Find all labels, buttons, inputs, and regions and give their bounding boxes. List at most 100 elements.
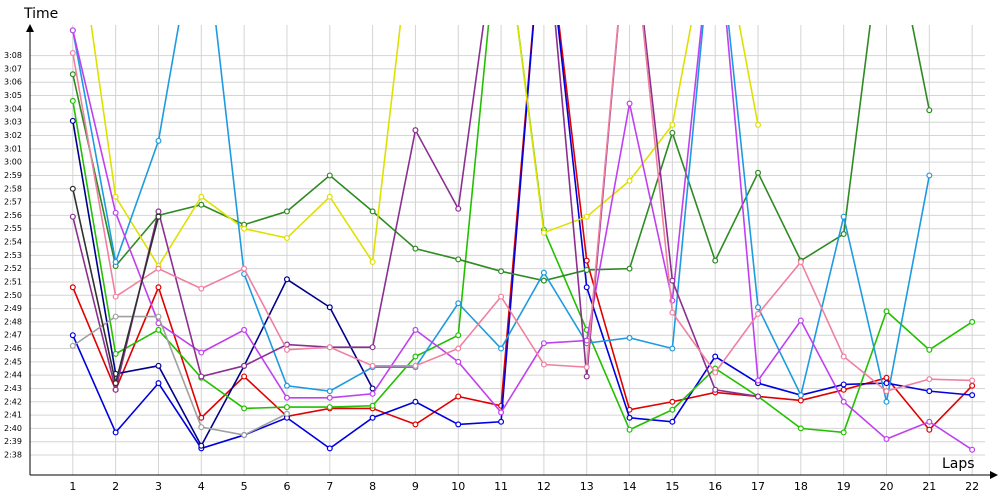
x-tick-label: 21 — [922, 480, 936, 493]
data-point — [883, 374, 890, 381]
y-tick-label: 2:40 — [4, 424, 22, 433]
data-point — [112, 350, 119, 357]
y-tick-label: 2:56 — [4, 211, 22, 220]
data-point — [755, 121, 762, 128]
data-point — [69, 332, 76, 339]
data-point — [926, 376, 933, 383]
y-tick-label: 2:41 — [4, 411, 22, 420]
data-point — [326, 394, 333, 401]
x-tick-label: 14 — [623, 480, 637, 493]
data-point — [626, 177, 633, 184]
y-tick-label: 3:02 — [4, 131, 22, 140]
data-point — [241, 362, 248, 369]
x-tick-label: 6 — [283, 480, 290, 493]
data-point — [241, 373, 248, 380]
y-tick-label: 2:48 — [4, 317, 22, 326]
data-point — [283, 346, 290, 353]
y-tick-label: 2:42 — [4, 397, 22, 406]
data-point — [883, 436, 890, 443]
data-point — [455, 358, 462, 365]
data-point — [797, 317, 804, 324]
data-point — [326, 344, 333, 351]
data-point — [883, 380, 890, 387]
data-point — [155, 284, 162, 291]
data-point — [540, 361, 547, 368]
data-point — [69, 27, 76, 34]
data-point — [455, 345, 462, 352]
x-tick-label: 20 — [880, 480, 894, 493]
data-point — [369, 258, 376, 265]
y-tick-label: 2:53 — [4, 251, 22, 260]
data-point — [755, 310, 762, 317]
y-tick-label: 2:50 — [4, 291, 22, 300]
data-point — [669, 345, 676, 352]
data-point — [969, 392, 976, 399]
data-point — [412, 245, 419, 252]
data-point — [455, 300, 462, 307]
y-tick-label: 2:57 — [4, 198, 22, 207]
data-point — [926, 426, 933, 433]
data-point — [69, 213, 76, 220]
data-point — [369, 344, 376, 351]
data-point — [283, 276, 290, 283]
y-tick-label: 3:01 — [4, 144, 22, 153]
data-point — [69, 49, 76, 56]
data-point — [926, 107, 933, 114]
data-point — [797, 397, 804, 404]
data-point — [326, 193, 333, 200]
data-point — [155, 265, 162, 272]
data-point — [797, 258, 804, 265]
y-tick-label: 3:00 — [4, 158, 22, 167]
x-axis-arrow — [990, 471, 998, 479]
data-point — [198, 442, 205, 449]
data-point — [455, 421, 462, 428]
data-point — [840, 398, 847, 405]
data-point — [112, 313, 119, 320]
data-point — [412, 326, 419, 333]
data-point — [540, 340, 547, 347]
data-point — [498, 418, 505, 425]
x-tick-label: 12 — [537, 480, 551, 493]
data-point — [155, 137, 162, 144]
data-point — [369, 402, 376, 409]
data-point — [669, 277, 676, 284]
x-tick-label: 18 — [794, 480, 808, 493]
x-tick-label: 2 — [112, 480, 119, 493]
data-point — [626, 426, 633, 433]
data-point — [155, 380, 162, 387]
data-point — [326, 404, 333, 411]
data-point — [112, 209, 119, 216]
data-point — [626, 334, 633, 341]
y-tick-label: 3:07 — [4, 64, 22, 73]
data-point — [840, 429, 847, 436]
data-point — [455, 256, 462, 263]
y-tick-label: 2:44 — [4, 371, 22, 380]
data-point — [969, 377, 976, 384]
x-tick-label: 8 — [369, 480, 376, 493]
x-tick-label: 15 — [665, 480, 679, 493]
y-tick-label: 2:43 — [4, 384, 22, 393]
data-point — [840, 381, 847, 388]
x-tick-label: 10 — [451, 480, 465, 493]
data-point — [241, 405, 248, 412]
x-tick-label: 7 — [326, 480, 333, 493]
data-point — [540, 269, 547, 276]
data-point — [455, 332, 462, 339]
data-point — [755, 393, 762, 400]
data-point — [926, 388, 933, 395]
x-tick-label: 19 — [837, 480, 851, 493]
data-point — [198, 193, 205, 200]
data-point — [155, 313, 162, 320]
data-point — [112, 386, 119, 393]
data-point — [412, 127, 419, 134]
series-line — [72, 25, 973, 451]
data-point — [583, 266, 590, 273]
data-point — [112, 293, 119, 300]
data-point — [369, 390, 376, 397]
data-point — [326, 388, 333, 395]
data-point — [326, 304, 333, 311]
data-point — [669, 418, 676, 425]
data-point — [69, 97, 76, 104]
data-point — [669, 406, 676, 413]
data-point — [283, 235, 290, 242]
